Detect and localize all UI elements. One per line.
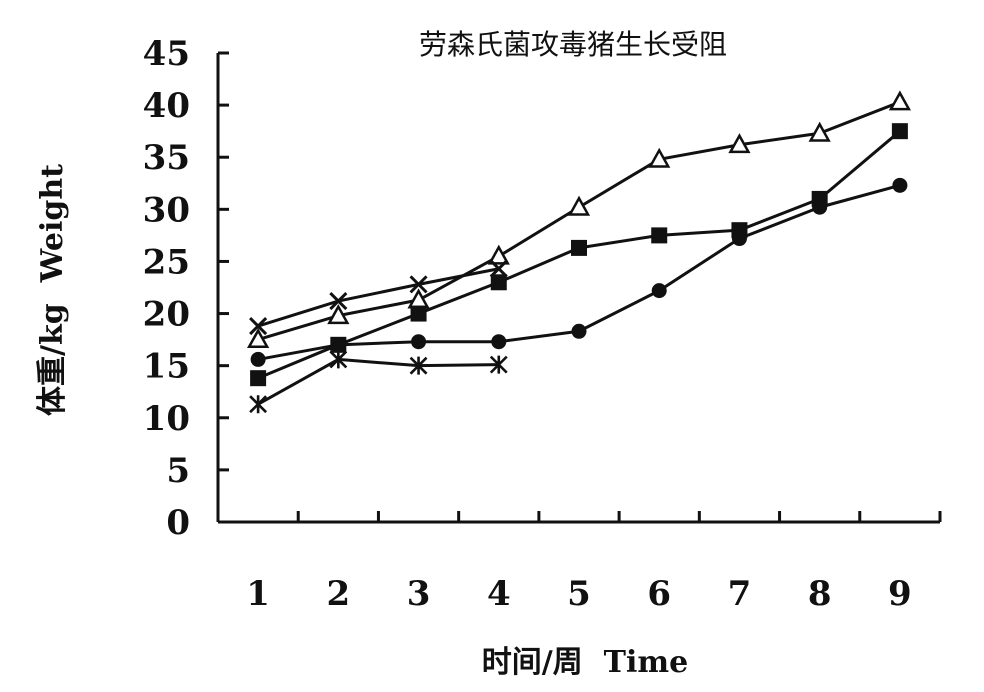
series-4 xyxy=(249,259,508,336)
x-tick-label: 1 xyxy=(246,574,270,614)
series-3 xyxy=(250,177,908,367)
data-point xyxy=(250,370,267,387)
data-point xyxy=(249,395,268,414)
x-tick-label: 6 xyxy=(647,574,671,614)
data-point xyxy=(571,323,587,339)
x-tick-label: 7 xyxy=(728,574,752,614)
data-point xyxy=(490,274,507,291)
data-point xyxy=(888,90,912,111)
data-point xyxy=(407,288,430,309)
y-tick-label: 45 xyxy=(143,34,190,74)
data-point xyxy=(411,334,427,350)
data-point xyxy=(249,317,268,336)
series-5 xyxy=(249,350,508,414)
data-point xyxy=(489,259,508,278)
data-point xyxy=(808,121,831,142)
y-tick-label: 30 xyxy=(143,190,190,230)
data-point xyxy=(891,123,908,140)
data-point xyxy=(487,244,510,265)
data-point xyxy=(728,133,751,154)
series-5-line xyxy=(257,357,499,406)
series-4-line xyxy=(257,267,500,328)
data-point xyxy=(892,177,908,193)
x-axis-title: 时间/周 Time xyxy=(482,645,688,680)
x-tick-label: 8 xyxy=(808,574,832,614)
data-point xyxy=(648,147,671,168)
series-2 xyxy=(250,123,908,387)
x-tick-label: 3 xyxy=(407,574,431,614)
x-ticks: 1 2 3 4 5 6 7 8 9 xyxy=(216,511,942,614)
x-tick-label: 4 xyxy=(487,574,511,614)
x-tick-label: 9 xyxy=(888,574,912,614)
series-1-line xyxy=(257,100,901,342)
series-layer xyxy=(246,90,912,414)
axes xyxy=(216,53,940,524)
data-point xyxy=(491,334,507,350)
y-tick-label: 10 xyxy=(143,399,190,439)
data-point xyxy=(571,239,587,256)
data-point xyxy=(567,195,591,216)
series-1 xyxy=(246,90,912,349)
y-tick-label: 35 xyxy=(143,138,190,178)
y-ticks: 0 5 10 15 20 25 30 35 40 45 xyxy=(143,34,229,543)
chart-title: 劳森氏菌攻毒猪生长受阻 xyxy=(419,28,727,61)
y-axis-title: 体重/kg Weight xyxy=(35,164,70,416)
y-tick-label: 15 xyxy=(143,347,190,387)
y-tick-label: 0 xyxy=(166,503,190,543)
y-tick-label: 25 xyxy=(143,242,190,282)
data-point xyxy=(409,275,428,294)
data-point xyxy=(329,291,348,311)
data-point xyxy=(651,227,668,244)
data-point xyxy=(250,351,266,367)
x-tick-label: 2 xyxy=(326,574,350,614)
data-point xyxy=(246,328,270,349)
data-point xyxy=(409,356,428,375)
y-tick-label: 40 xyxy=(143,86,190,126)
y-tick-label: 20 xyxy=(143,295,190,335)
data-point xyxy=(327,304,350,325)
data-point xyxy=(651,283,667,299)
y-tick-label: 5 xyxy=(166,451,190,491)
data-point xyxy=(731,231,747,247)
x-tick-label: 5 xyxy=(567,574,591,614)
data-point xyxy=(329,350,348,369)
data-point xyxy=(330,337,346,353)
data-point xyxy=(812,199,828,215)
data-point xyxy=(489,355,508,374)
data-point xyxy=(410,305,427,322)
